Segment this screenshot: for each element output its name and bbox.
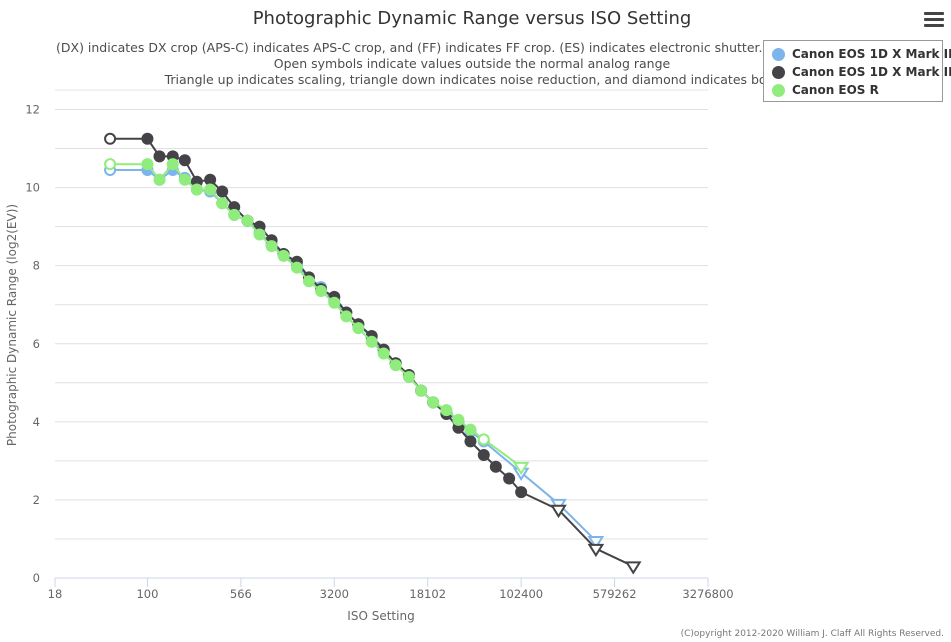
data-point[interactable] <box>178 173 191 186</box>
hamburger-menu-icon[interactable] <box>924 12 944 28</box>
y-axis-title: Photographic Dynamic Range (log2(EV)) <box>5 204 19 446</box>
legend-label: Canon EOS R <box>792 83 879 97</box>
data-point[interactable] <box>403 370 416 383</box>
legend-item-1dx-mark-iii[interactable]: Canon EOS 1D X Mark III <box>772 63 951 81</box>
series-1 <box>104 164 605 550</box>
data-point[interactable] <box>153 173 166 186</box>
legend: Canon EOS 1D X Mark II Canon EOS 1D X Ma… <box>763 40 951 102</box>
x-tick-label: 3276800 <box>682 587 733 601</box>
legend-item-eos-r[interactable]: Canon EOS R <box>772 81 879 99</box>
x-tick-label: 566 <box>230 587 252 601</box>
data-point[interactable] <box>153 150 166 163</box>
data-point[interactable] <box>440 404 453 417</box>
data-point[interactable] <box>141 132 154 145</box>
data-point[interactable] <box>216 197 229 210</box>
data-point[interactable] <box>415 384 428 397</box>
data-point-triangle-down[interactable] <box>512 461 530 476</box>
series-group <box>104 132 642 575</box>
data-point[interactable] <box>503 472 516 485</box>
y-tick-label: 6 <box>33 337 40 351</box>
x-tick-label: 102400 <box>499 587 543 601</box>
legend-marker <box>772 47 785 61</box>
legend-marker <box>772 83 785 97</box>
chart-subtitle-line-3: Triangle up indicates scaling, triangle … <box>164 72 780 87</box>
data-point[interactable] <box>377 347 390 360</box>
series-line <box>110 168 597 542</box>
data-point[interactable] <box>277 249 290 262</box>
copyright-credit: (C)opyright 2012-2020 William J. Claff A… <box>681 629 944 639</box>
x-tick-label: 100 <box>136 587 158 601</box>
data-point[interactable] <box>477 449 490 462</box>
y-tick-label: 4 <box>33 415 40 429</box>
y-tick-label: 8 <box>33 259 40 273</box>
data-point[interactable] <box>190 183 203 196</box>
data-point[interactable] <box>302 275 315 288</box>
data-point[interactable] <box>204 173 217 186</box>
data-point[interactable] <box>464 423 477 436</box>
data-point[interactable] <box>290 261 303 274</box>
data-point-triangle-down[interactable] <box>587 536 605 550</box>
chart-subtitle-line-1: (DX) indicates DX crop (APS-C) indicates… <box>56 40 845 55</box>
data-point[interactable] <box>489 460 502 473</box>
x-tick-label: 3200 <box>320 587 349 601</box>
data-point[interactable] <box>352 322 365 335</box>
data-point[interactable] <box>178 154 191 167</box>
y-tick-label: 0 <box>33 571 40 585</box>
data-point[interactable] <box>427 396 440 409</box>
data-point[interactable] <box>340 310 353 323</box>
x-axis-title: ISO Setting <box>347 609 414 623</box>
x-tick-label: 579262 <box>593 587 637 601</box>
data-point-triangle-down[interactable] <box>624 561 642 575</box>
data-point[interactable] <box>241 214 254 227</box>
data-point[interactable] <box>452 413 465 426</box>
data-point[interactable] <box>464 435 477 448</box>
data-point[interactable] <box>328 296 341 309</box>
data-point-open[interactable] <box>104 132 117 145</box>
legend-label: Canon EOS 1D X Mark II <box>792 47 951 61</box>
data-point-triangle-down[interactable] <box>587 543 605 558</box>
data-point[interactable] <box>166 158 179 171</box>
data-point-open[interactable] <box>104 158 117 171</box>
data-point[interactable] <box>228 208 241 221</box>
y-axis-ticks: 0 2 4 6 8 10 12 <box>25 103 40 585</box>
data-point[interactable] <box>265 240 278 253</box>
data-point[interactable] <box>314 285 327 298</box>
grid-lines <box>55 89 708 540</box>
data-point[interactable] <box>204 183 217 196</box>
series-3 <box>104 158 530 476</box>
data-point[interactable] <box>389 359 402 372</box>
data-point[interactable] <box>253 228 266 241</box>
chart-title: Photographic Dynamic Range versus ISO Se… <box>253 8 692 29</box>
x-tick-label: 18 <box>48 587 63 601</box>
legend-label: Canon EOS 1D X Mark III <box>792 65 951 79</box>
data-point[interactable] <box>216 185 229 198</box>
y-tick-label: 12 <box>25 103 40 117</box>
data-point-triangle-down[interactable] <box>550 504 567 519</box>
data-point[interactable] <box>141 158 154 171</box>
x-axis-ticks: 18 100 566 3200 18102 102400 579262 3276800 <box>48 578 734 601</box>
data-point[interactable] <box>365 335 378 348</box>
y-tick-label: 2 <box>33 493 40 507</box>
chart-subtitle-line-2: Open symbols indicate values outside the… <box>274 56 671 71</box>
data-point-open[interactable] <box>477 433 490 446</box>
legend-item-1dx-mark-ii[interactable]: Canon EOS 1D X Mark II <box>772 45 951 63</box>
data-point[interactable] <box>515 486 528 499</box>
series-2 <box>104 132 642 575</box>
y-tick-label: 10 <box>25 181 40 195</box>
legend-marker <box>772 65 785 79</box>
x-tick-label: 18102 <box>409 587 446 601</box>
